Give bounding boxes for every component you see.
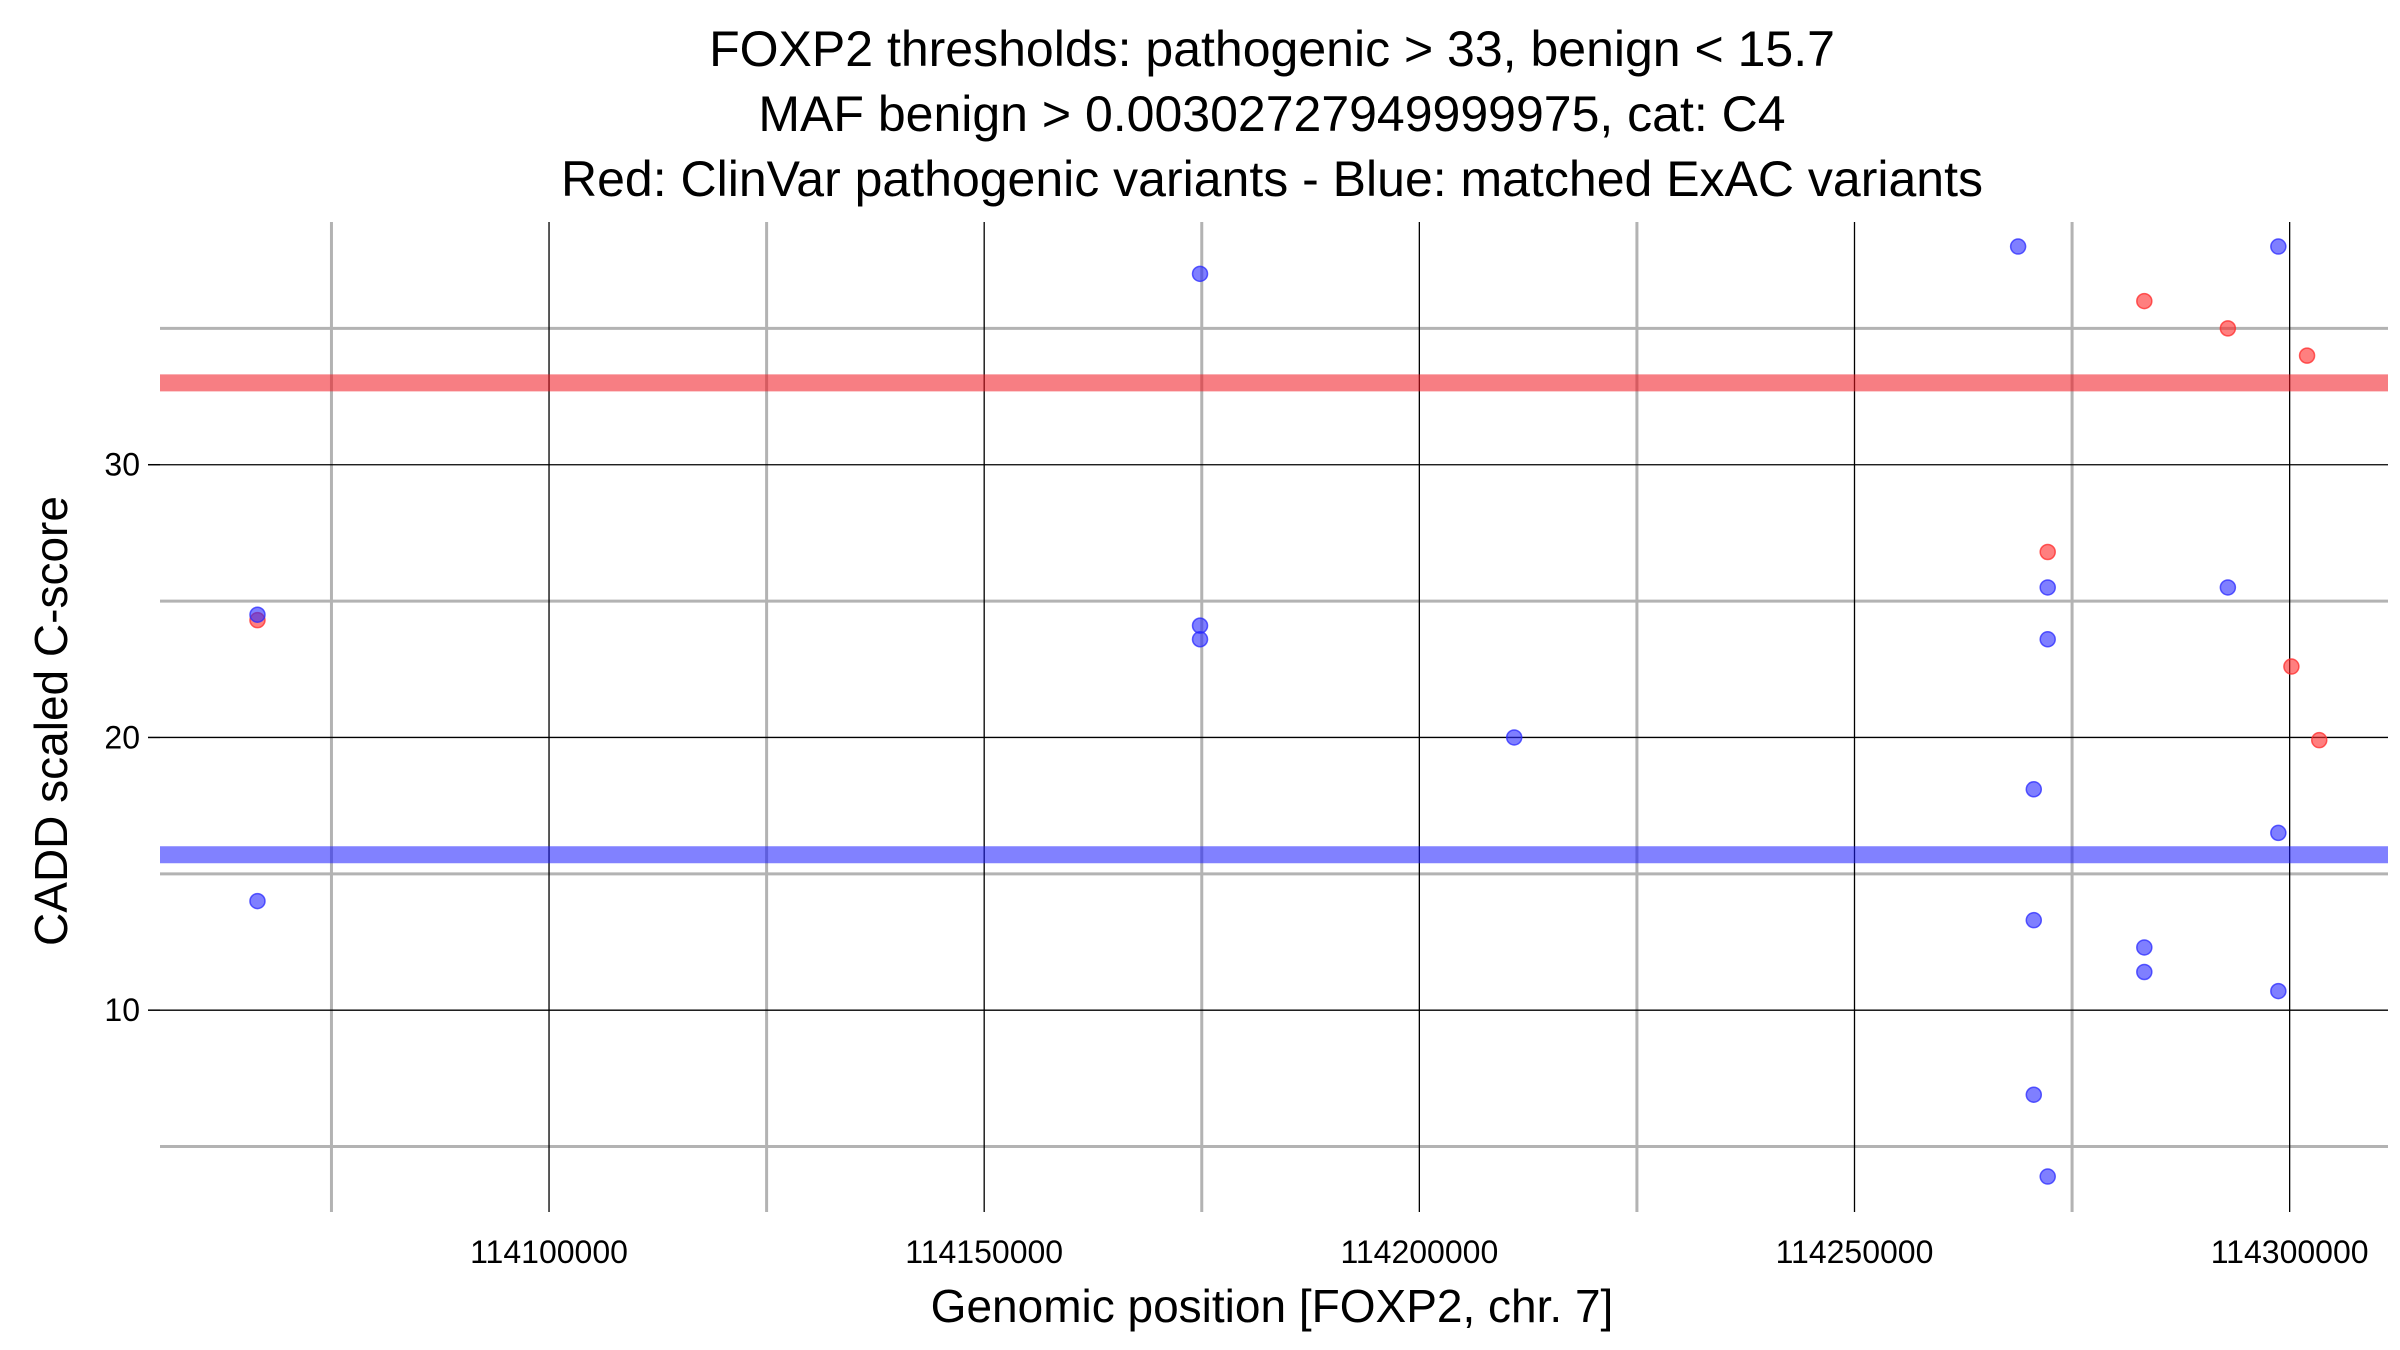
data-point (2025, 781, 2043, 798)
y-axis-label: CADD scaled C-score (25, 496, 77, 946)
data-point (1191, 265, 1209, 283)
x-tick-label: 114250000 (1776, 1234, 1934, 1270)
data-point (1191, 617, 1209, 634)
chart-title: FOXP2 thresholds: pathogenic > 33, benig… (561, 21, 1983, 207)
title-line-2: MAF benign > 0.00302727949999975, cat: C… (758, 86, 1785, 142)
x-tick-label: 114200000 (1340, 1234, 1498, 1270)
data-points (249, 238, 2328, 1185)
data-point (2219, 320, 2237, 337)
data-point (249, 892, 266, 910)
x-tick-label: 114100000 (470, 1234, 628, 1270)
data-point (2283, 658, 2300, 675)
data-point (2039, 631, 2056, 648)
y-tick-label: 20 (104, 719, 140, 755)
title-line-3: Red: ClinVar pathogenic variants - Blue:… (561, 151, 1983, 207)
data-point (249, 606, 266, 623)
data-point (2039, 579, 2056, 596)
data-point (2039, 543, 2056, 561)
data-point (2270, 238, 2287, 255)
data-point (2219, 579, 2237, 596)
y-tick-label: 10 (104, 992, 140, 1028)
y-tick-label: 30 (104, 447, 140, 483)
data-point (1505, 729, 1523, 746)
data-point (2270, 982, 2287, 1000)
data-point (2136, 939, 2153, 956)
data-point (2136, 963, 2153, 981)
data-point (2025, 911, 2043, 929)
data-point (2270, 824, 2287, 842)
data-point (2136, 292, 2153, 310)
series-exac-matched (249, 238, 2287, 1185)
data-point (2039, 1168, 2056, 1185)
data-point (2310, 731, 2328, 749)
series-clinvar-pathogenic (249, 292, 2328, 749)
data-point (2298, 347, 2316, 364)
x-tick-label: 114300000 (2211, 1234, 2369, 1270)
threshold-lines (160, 374, 2388, 864)
x-axis-label: Genomic position [FOXP2, chr. 7] (931, 1280, 1614, 1332)
grid-lines (160, 222, 2388, 1212)
x-tick-label: 114150000 (905, 1234, 1063, 1270)
axes: 114100000 114150000 114200000 114250000 1143… (104, 447, 2368, 1270)
title-line-1: FOXP2 thresholds: pathogenic > 33, benig… (709, 21, 1835, 77)
data-point (2025, 1086, 2043, 1103)
data-point (1191, 631, 1209, 648)
data-point (2009, 238, 2027, 255)
